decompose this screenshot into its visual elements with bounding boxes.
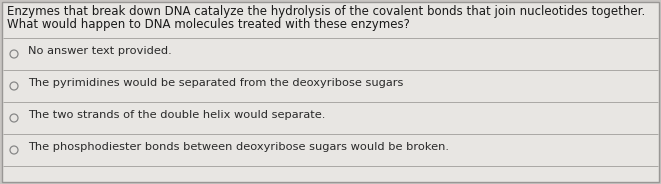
Text: No answer text provided.: No answer text provided. — [28, 46, 172, 56]
FancyBboxPatch shape — [2, 2, 659, 182]
Text: The phosphodiester bonds between deoxyribose sugars would be broken.: The phosphodiester bonds between deoxyri… — [28, 142, 449, 152]
Text: Enzymes that break down DNA catalyze the hydrolysis of the covalent bonds that j: Enzymes that break down DNA catalyze the… — [7, 5, 645, 18]
Text: What would happen to DNA molecules treated with these enzymes?: What would happen to DNA molecules treat… — [7, 18, 410, 31]
Text: The pyrimidines would be separated from the deoxyribose sugars: The pyrimidines would be separated from … — [28, 78, 403, 88]
Text: The two strands of the double helix would separate.: The two strands of the double helix woul… — [28, 110, 325, 120]
